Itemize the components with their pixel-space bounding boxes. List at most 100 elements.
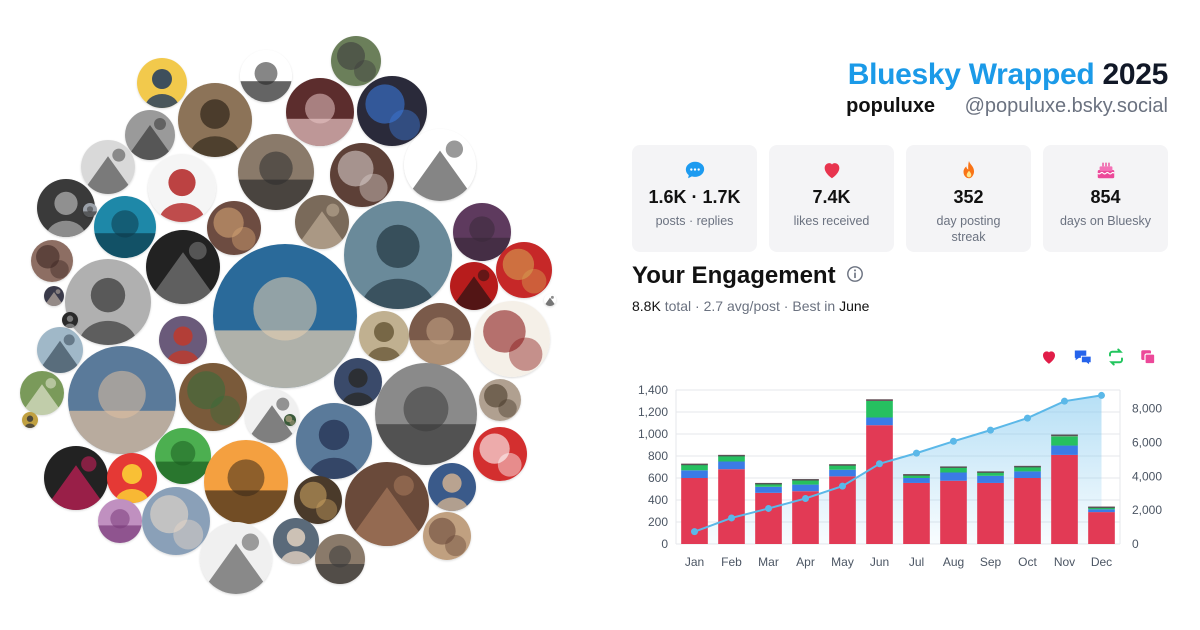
x-tick-label: Nov xyxy=(1054,555,1075,569)
avatar-43[interactable] xyxy=(294,476,342,524)
bar-segment xyxy=(866,401,893,418)
quotes-legend-icon[interactable] xyxy=(1139,348,1159,366)
avatar-23[interactable] xyxy=(496,242,552,298)
x-tick-label: Jan xyxy=(685,555,704,569)
avatar-5[interactable] xyxy=(178,83,252,157)
avatar-36[interactable] xyxy=(20,371,64,415)
avatar-54[interactable] xyxy=(83,203,97,217)
bar-top xyxy=(1014,465,1041,468)
engagement-chart: 0 200 400 600 800 1,000 1,200 1,400 0 2,000 4,000 6… xyxy=(638,383,1162,569)
avatar-4[interactable] xyxy=(125,110,175,160)
y-tick-right: 4,000 xyxy=(1132,469,1162,483)
avatar-3[interactable] xyxy=(331,36,381,86)
cumulative-point xyxy=(950,437,957,445)
engagement-total: 8.8K xyxy=(632,298,661,314)
avatar-14[interactable] xyxy=(94,196,156,258)
avatar-55[interactable] xyxy=(284,414,296,426)
avatar-52[interactable] xyxy=(44,286,64,306)
avatar-53[interactable] xyxy=(62,312,78,328)
bar-segment xyxy=(1014,471,1041,478)
avatar-19[interactable] xyxy=(31,240,73,282)
likes-legend-icon[interactable] xyxy=(1040,348,1060,366)
bar-segment xyxy=(977,475,1004,483)
avatar-8[interactable] xyxy=(81,140,135,194)
avatar-31[interactable] xyxy=(179,363,247,431)
x-tick-label: Feb xyxy=(721,555,742,569)
cumulative-point xyxy=(876,460,883,468)
y-tick-right: 8,000 xyxy=(1132,402,1162,416)
avatar-41[interactable] xyxy=(107,453,157,503)
reposts-legend-icon[interactable] xyxy=(1106,348,1126,366)
cumulative-point xyxy=(913,449,920,457)
engagement-avg: 2.7 avg/post xyxy=(703,298,780,314)
avatar-37[interactable] xyxy=(296,403,372,479)
avatar-39[interactable] xyxy=(473,427,527,481)
bar-segment xyxy=(977,482,1004,544)
avatar-2[interactable] xyxy=(240,50,292,102)
avatar-7[interactable] xyxy=(357,76,427,146)
avatar-29[interactable] xyxy=(159,316,207,364)
avatar-10[interactable] xyxy=(238,134,314,210)
bar-top xyxy=(940,466,967,468)
info-icon[interactable] xyxy=(846,262,864,290)
avatar-1[interactable] xyxy=(137,58,187,108)
avatar-51[interactable] xyxy=(423,512,471,560)
y-tick-left: 1,400 xyxy=(638,383,668,397)
bar-segment xyxy=(792,480,819,485)
stats-cards: 1.6K · 1.7K posts · replies 7.4K likes r… xyxy=(632,145,1168,252)
x-tick-label: Aug xyxy=(943,555,964,569)
y-tick-left: 1,200 xyxy=(638,405,668,419)
avatar-45[interactable] xyxy=(428,463,476,511)
avatar-15[interactable] xyxy=(207,201,261,255)
avatar-30[interactable] xyxy=(68,346,176,454)
stat-card-likes: 7.4K likes received xyxy=(769,145,894,252)
avatar-42[interactable] xyxy=(204,440,288,524)
avatar-16[interactable] xyxy=(295,195,349,249)
avatar-49[interactable] xyxy=(273,518,319,564)
flame-icon xyxy=(906,159,1031,181)
bar-segment xyxy=(940,472,967,481)
bar-segment xyxy=(1088,512,1115,544)
bar-segment xyxy=(792,484,819,492)
bar-segment xyxy=(1051,445,1078,455)
stat-card-days: 854 days on Bluesky xyxy=(1043,145,1168,252)
avatar-47[interactable] xyxy=(142,487,210,555)
bar-top xyxy=(1088,506,1115,509)
avatar-50[interactable] xyxy=(315,534,365,584)
avatar-22[interactable] xyxy=(213,244,357,388)
avatar-34[interactable] xyxy=(375,363,477,465)
avatar-38[interactable] xyxy=(155,428,211,484)
avatar-44[interactable] xyxy=(345,462,429,546)
avatar-25[interactable] xyxy=(359,311,409,361)
avatar-33[interactable] xyxy=(334,358,382,406)
avatar-46[interactable] xyxy=(98,499,142,543)
avatar-9[interactable] xyxy=(148,154,216,222)
avatar-12[interactable] xyxy=(404,129,476,201)
avatar-56[interactable] xyxy=(544,294,556,306)
avatar-28[interactable] xyxy=(37,327,83,373)
user-handle[interactable]: @populuxe.bsky.social xyxy=(964,95,1168,117)
avatar-27[interactable] xyxy=(474,301,550,377)
engagement-total-label: total xyxy=(664,298,692,314)
avatar-20[interactable] xyxy=(146,230,220,304)
y-tick-left: 400 xyxy=(648,493,668,507)
bar-segment xyxy=(1014,467,1041,472)
avatar-11[interactable] xyxy=(330,143,394,207)
avatar-24[interactable] xyxy=(450,262,498,310)
avatar-35[interactable] xyxy=(479,379,521,421)
avatar-40[interactable] xyxy=(44,446,108,510)
avatar-26[interactable] xyxy=(409,303,471,365)
bar-segment xyxy=(829,465,856,470)
avatar-6[interactable] xyxy=(286,78,354,146)
avatar-48[interactable] xyxy=(200,522,272,594)
page-title: Bluesky Wrapped 2025 xyxy=(847,58,1169,92)
replies-legend-icon[interactable] xyxy=(1073,348,1093,367)
avatar-17[interactable] xyxy=(344,201,452,309)
avatar-57[interactable] xyxy=(22,412,38,428)
avatar-21[interactable] xyxy=(65,259,151,345)
engagement-heading: Your Engagement xyxy=(632,262,864,290)
bar-segment xyxy=(755,483,782,487)
username: populuxe xyxy=(846,95,936,117)
bar-segment xyxy=(755,492,782,544)
brand-title: Bluesky Wrapped xyxy=(847,58,1095,91)
